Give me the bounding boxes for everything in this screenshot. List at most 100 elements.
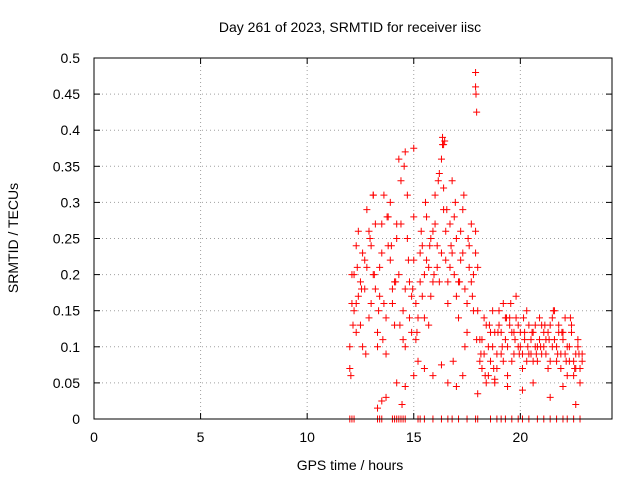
data-point [420,314,428,322]
data-point [511,336,519,344]
data-point [546,393,554,401]
data-point [536,314,544,322]
data-point [474,263,482,271]
data-point [400,162,408,170]
data-point [489,343,497,351]
data-point [365,314,373,322]
data-point [440,184,448,192]
data-point [472,83,480,91]
y-tick-label: 0.5 [61,50,81,66]
data-point [416,278,424,286]
data-point [386,256,394,264]
data-point [347,372,355,380]
data-point [502,314,510,322]
data-point [404,256,412,264]
data-point [574,343,582,351]
data-point [459,206,467,214]
data-point [541,321,549,329]
data-point [378,249,386,257]
data-point [448,177,456,185]
data-point [429,372,437,380]
data-point [512,292,520,300]
data-point [414,314,422,322]
data-point [421,198,429,206]
data-point [378,220,386,228]
data-point [374,343,382,351]
data-point [379,336,387,344]
data-point [410,372,418,380]
data-point [352,242,360,250]
data-point [450,271,458,279]
data-point [437,155,445,163]
y-tick-label: 0 [72,411,80,427]
data-point [446,263,454,271]
data-point [456,278,464,286]
data-point [376,263,384,271]
data-point [437,249,445,257]
data-point [574,336,582,344]
data-point [440,141,448,149]
data-point [354,227,362,235]
data-point [490,364,498,372]
data-point [380,299,388,307]
data-point [429,278,437,286]
x-axis-title: GPS time / hours [297,457,404,473]
data-point [382,350,390,358]
data-point [468,292,476,300]
data-point [476,357,484,365]
data-point [399,336,407,344]
data-point [433,263,441,271]
data-point [420,271,428,279]
data-point [510,328,518,336]
data-point [383,213,391,221]
data-point [382,314,390,322]
data-point [499,357,507,365]
data-point [523,357,531,365]
data-point [518,364,526,372]
data-point [371,220,379,228]
data-point [566,314,574,322]
data-point [442,256,450,264]
data-point [544,364,552,372]
data-point [352,299,360,307]
data-point [499,299,507,307]
data-point [435,278,443,286]
data-point [481,372,489,380]
data-point [467,220,475,228]
data-point [417,227,425,235]
data-point [469,271,477,279]
data-point [346,343,354,351]
y-tick-label: 0.15 [53,303,80,319]
data-point [433,242,441,250]
data-point [495,321,503,329]
data-point [559,383,567,391]
data-point [576,379,584,387]
data-point [388,299,396,307]
data-point [431,191,439,199]
data-point [435,170,443,178]
data-point [429,227,437,235]
data-point [459,249,467,257]
data-point [369,191,377,199]
data-point [495,307,503,315]
data-point [489,307,497,315]
data-point [346,364,354,372]
data-point [410,213,418,221]
data-point [477,350,485,358]
data-point [387,242,395,250]
data-point [412,299,420,307]
data-point [430,271,438,279]
data-point [437,361,445,369]
data-point [423,213,431,221]
data-point [478,364,486,372]
y-axis-title: SRMTID / TECUs [5,183,21,293]
data-point [558,328,566,336]
data-point [371,285,379,293]
data-point [504,383,512,391]
data-point [395,271,403,279]
data-point [504,372,512,380]
data-point [427,292,435,300]
data-point [405,314,413,322]
data-point [446,220,454,228]
